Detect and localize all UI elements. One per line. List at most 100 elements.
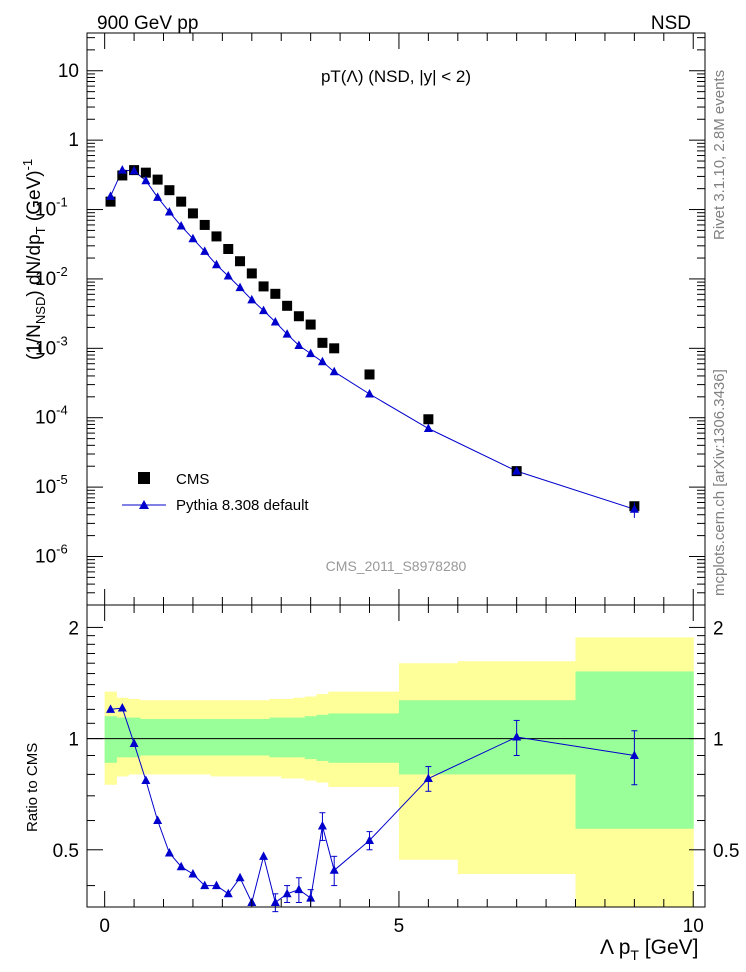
ratio-point [259, 851, 269, 860]
ratio-point [270, 897, 280, 906]
svg-text:Λ pT [GeV]: Λ pT [GeV] [600, 936, 698, 963]
analysis-watermark: CMS_2011_S8978280 [326, 558, 467, 574]
ratio-y-tick-label-right: 2 [713, 618, 724, 639]
mc-point [329, 366, 339, 376]
ratio-point [282, 888, 292, 898]
band-inner [104, 716, 117, 763]
main-plot-title: pT(Λ) (NSD, |y| < 2) [321, 67, 471, 86]
cms-point [282, 300, 293, 311]
x-tick-label: 10 [683, 916, 704, 937]
cms-point [140, 167, 151, 178]
band-inner [398, 700, 459, 775]
ratio-point [164, 848, 174, 857]
ratio-point [512, 732, 522, 741]
ratio-point [629, 750, 639, 760]
y-tick-label: 10-5 [35, 472, 68, 498]
mcplots-label: mcplots.cern.ch [arXiv:1306.3436] [711, 369, 728, 596]
ratio-point [329, 865, 339, 874]
ratio-point [317, 820, 327, 830]
main-panel-series [105, 165, 640, 518]
band-inner [269, 717, 282, 758]
header-right-label: NSD [651, 13, 691, 34]
ratio-y-tick-label: 2 [68, 618, 79, 639]
mc-point [306, 348, 316, 358]
y-tick-label: 10-6 [35, 541, 68, 567]
ratio-point [129, 738, 139, 747]
legend-cms-marker [138, 472, 150, 484]
ratio-point [235, 872, 245, 882]
legend: CMS Pythia 8.308 default [122, 471, 309, 514]
cms-point [258, 281, 269, 292]
x-tick-label: 0 [99, 916, 110, 937]
mc-line [110, 169, 635, 510]
ratio-y-tick-label: 0.5 [53, 841, 79, 862]
cms-point [199, 219, 210, 230]
ratio-panel-axes: 0 5 10 0.5 0.5 1 1 2 2 [53, 604, 739, 937]
mc-point [106, 191, 116, 200]
ratio-point [306, 893, 316, 902]
mc-point [512, 466, 522, 475]
cms-point [152, 174, 163, 185]
band-inner [151, 718, 165, 756]
mc-point [270, 316, 280, 326]
cms-point [164, 185, 175, 196]
ratio-point [294, 884, 304, 894]
mc-point [188, 233, 198, 243]
ratio-point [223, 888, 233, 898]
band-inner [163, 718, 176, 756]
mc-point [423, 423, 433, 432]
cms-point [246, 268, 257, 279]
band-inner [116, 717, 129, 758]
cms-point [176, 196, 187, 207]
cms-point [187, 208, 198, 219]
ratio-panel-series [87, 703, 705, 913]
svg-text:(1/NNSD) dN/dpT (GeV)-1: (1/NNSD) dN/dpT (GeV)-1 [20, 159, 48, 360]
header-left-label: 900 GeV pp [97, 13, 198, 34]
mc-point [129, 165, 139, 175]
band-inner [210, 718, 223, 756]
ratio-point [211, 880, 221, 890]
mc-point [629, 504, 639, 513]
mc-point [211, 259, 221, 269]
y-tick-label: 1 [68, 130, 79, 151]
band-inner [198, 718, 212, 756]
band-inner [222, 718, 235, 756]
cms-point [305, 319, 316, 330]
mc-point [365, 388, 375, 398]
band-inner [281, 717, 294, 758]
ratio-point [141, 775, 151, 785]
mc-point [223, 271, 233, 280]
ratio-y-tick-label-right: 1 [713, 730, 724, 751]
mc-point [259, 305, 269, 315]
legend-mc-label: Pythia 8.308 default [176, 497, 309, 514]
ratio-y-tick-label: 1 [68, 730, 79, 751]
ratio-point [200, 880, 210, 890]
cms-point [211, 231, 222, 242]
mc-point [317, 356, 327, 366]
cms-point [364, 369, 375, 380]
ratio-panel-bands [104, 637, 694, 907]
cms-point [223, 243, 234, 254]
cms-point [317, 337, 328, 348]
mc-point [176, 220, 186, 230]
band-inner [128, 717, 141, 758]
ratio-point [106, 704, 116, 713]
main-frame [86, 32, 706, 606]
ratio-point [365, 835, 375, 844]
band-inner [245, 718, 259, 756]
y-tick-label: 10-4 [35, 403, 68, 429]
ratio-point [188, 868, 198, 878]
band-inner [187, 718, 200, 756]
band-inner [304, 716, 318, 760]
x-axis-label: Λ pT [GeV] [600, 936, 698, 963]
mc-point [153, 192, 163, 201]
ratio-point [176, 861, 186, 871]
mc-point [294, 340, 304, 349]
band-inner [293, 717, 306, 758]
cms-point [117, 170, 128, 181]
cms-point [423, 414, 434, 425]
cms-point [329, 343, 340, 354]
cms-point [105, 196, 116, 207]
